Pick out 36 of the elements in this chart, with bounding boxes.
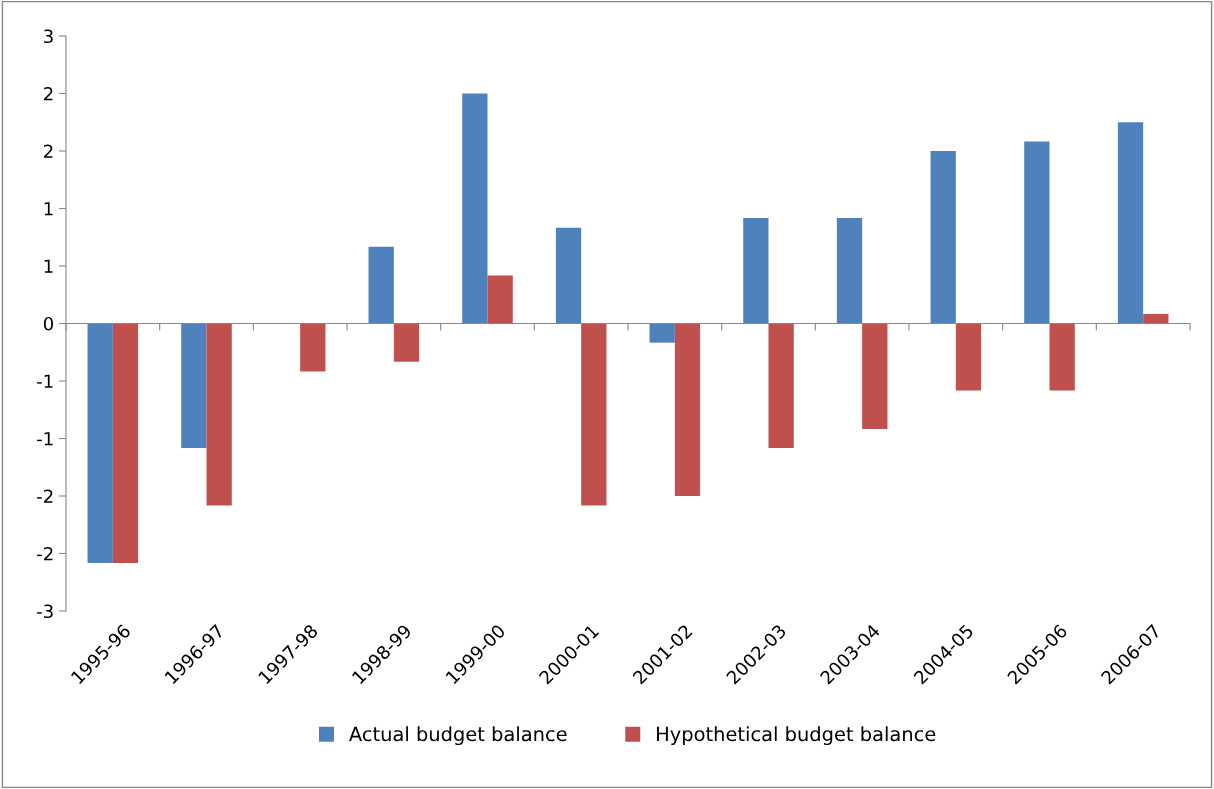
bar bbox=[393, 323, 420, 362]
bar bbox=[112, 323, 139, 564]
bar bbox=[768, 323, 794, 449]
bar bbox=[206, 323, 232, 506]
bar bbox=[674, 323, 701, 496]
legend-label: Hypothetical budget balance bbox=[657, 726, 936, 746]
y-tick-label: -2 bbox=[37, 489, 53, 503]
y-tick-label: -1 bbox=[37, 432, 53, 446]
bar bbox=[300, 323, 326, 372]
bar bbox=[87, 323, 113, 564]
bar bbox=[1117, 122, 1144, 324]
bar bbox=[955, 323, 982, 391]
bar bbox=[487, 275, 513, 324]
bar bbox=[581, 323, 607, 506]
bar bbox=[368, 246, 394, 324]
y-tick-label: -1 bbox=[37, 374, 53, 388]
bar bbox=[930, 151, 956, 324]
y-tick-label: 3 bbox=[44, 29, 53, 44]
bar bbox=[1143, 313, 1169, 324]
bar bbox=[649, 323, 675, 343]
y-tick-label: 1 bbox=[44, 259, 53, 273]
bar bbox=[462, 93, 488, 324]
bar bbox=[743, 218, 769, 324]
y-tick-label: -2 bbox=[37, 546, 53, 561]
bar bbox=[555, 227, 582, 324]
y-tick-label: 2 bbox=[44, 86, 53, 101]
legend-label: Actual budget balance bbox=[349, 726, 567, 746]
y-tick-label: 1 bbox=[44, 202, 53, 216]
bar bbox=[836, 218, 863, 324]
bar bbox=[181, 323, 207, 449]
bar bbox=[862, 323, 888, 429]
bar bbox=[1024, 141, 1050, 324]
y-tick-label: 2 bbox=[44, 144, 53, 158]
y-tick-label: 0 bbox=[43, 316, 53, 331]
bar bbox=[1049, 323, 1075, 391]
y-tick-label: -3 bbox=[37, 604, 53, 619]
